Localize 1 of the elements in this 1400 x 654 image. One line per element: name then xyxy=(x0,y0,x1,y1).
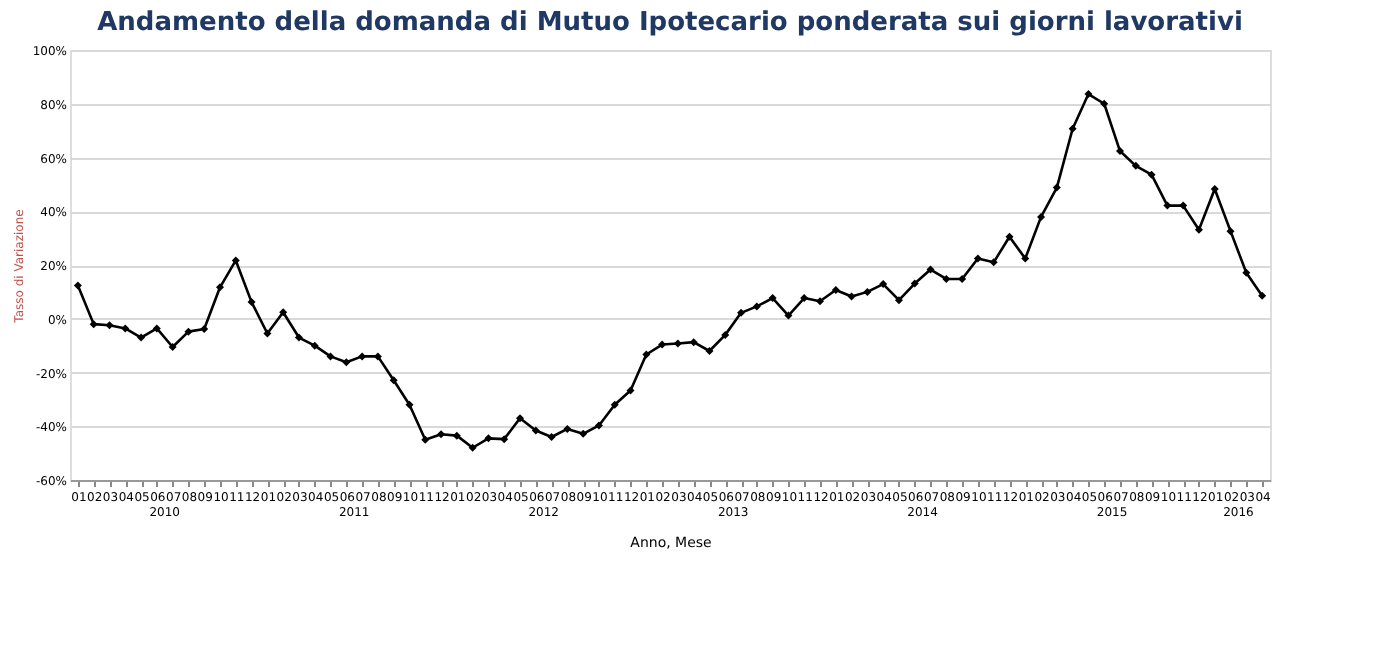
chart-title: Andamento della domanda di Mutuo Ipotecario ponderata sui giorni lavorativi xyxy=(97,8,1243,38)
